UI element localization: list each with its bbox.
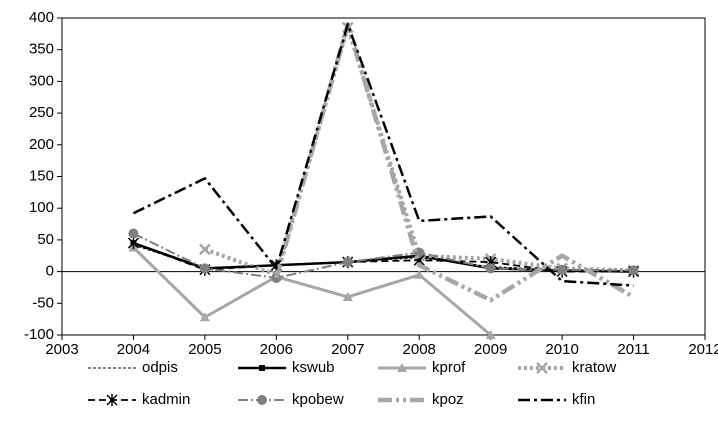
series-line: [132, 246, 492, 337]
legend-label: kpobew: [292, 391, 344, 408]
y-tick-label: 0: [46, 263, 54, 280]
y-tick-label: 200: [29, 136, 54, 153]
y-tick-label: -100: [24, 326, 54, 343]
plot-area: [61, 17, 706, 336]
marker: [628, 265, 639, 276]
legend-label: kadmin: [142, 391, 190, 408]
marker: [485, 330, 496, 339]
y-tick-label: 150: [29, 167, 54, 184]
marker: [106, 394, 118, 406]
x-tick-label: 2003: [45, 341, 78, 358]
marker: [342, 291, 353, 301]
marker: [397, 363, 407, 372]
marker: [485, 263, 496, 274]
y-tick-label: 300: [29, 72, 54, 89]
marker: [199, 243, 211, 256]
marker: [557, 264, 568, 275]
series-line: [133, 232, 634, 279]
x-tick-label: 2007: [331, 341, 364, 358]
x-tick-label: 2008: [403, 341, 436, 358]
legend-label: kfin: [572, 391, 595, 408]
series-line: [274, 22, 635, 303]
x-tick-label: 2004: [117, 341, 150, 358]
marker: [536, 362, 548, 374]
legend-label: odpis: [142, 359, 178, 376]
marker: [199, 263, 210, 274]
x-tick-label: 2005: [188, 341, 221, 358]
marker: [342, 257, 353, 268]
legend-label: kpoz: [432, 391, 464, 408]
x-tick-label: 2010: [545, 341, 578, 358]
y-tick-label: 400: [29, 9, 54, 26]
x-tick-label: 2011: [617, 341, 649, 358]
y-tick-label: 350: [29, 41, 54, 58]
marker: [199, 312, 210, 322]
y-tick-label: -50: [32, 294, 54, 311]
marker: [414, 269, 425, 279]
y-tick-label: 50: [37, 231, 54, 248]
y-tick-label: 250: [29, 104, 54, 121]
series-line: [204, 25, 634, 277]
marker: [127, 237, 139, 250]
x-tick-label: 2009: [474, 341, 507, 358]
marker: [259, 365, 265, 371]
x-tick-label: 2006: [260, 341, 293, 358]
series-line: [132, 23, 634, 287]
marker: [128, 228, 139, 239]
marker: [257, 395, 267, 405]
x-tick-label: 2012: [688, 341, 718, 358]
legend-label: kratow: [572, 359, 616, 376]
legend-label: kprof: [432, 359, 466, 376]
legend-label: kswub: [292, 359, 335, 376]
y-tick-label: 100: [29, 199, 54, 216]
